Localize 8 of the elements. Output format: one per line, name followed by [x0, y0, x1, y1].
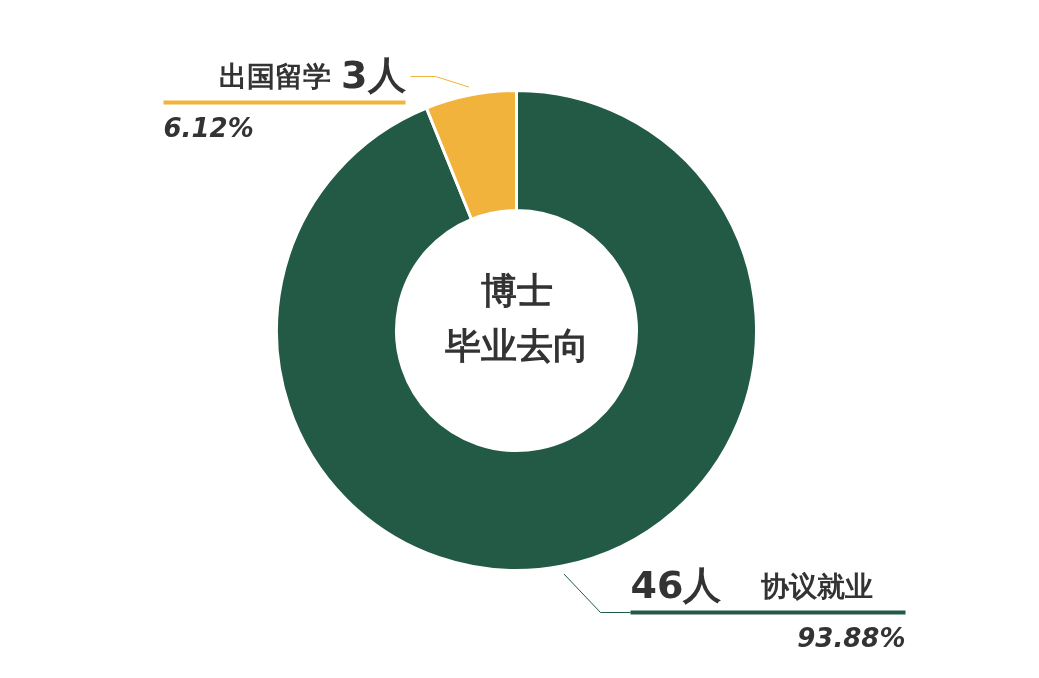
- data-label: 46人: [630, 562, 722, 607]
- slice-label: 出国留学: [218, 59, 331, 93]
- text: 毕业去向: [443, 325, 589, 366]
- text: 6.12%: [163, 112, 254, 143]
- slice-label: 协议就业: [759, 569, 873, 603]
- text: 93.88%: [797, 622, 906, 653]
- text: 博士: [480, 270, 553, 311]
- data-label: 3人: [341, 52, 406, 97]
